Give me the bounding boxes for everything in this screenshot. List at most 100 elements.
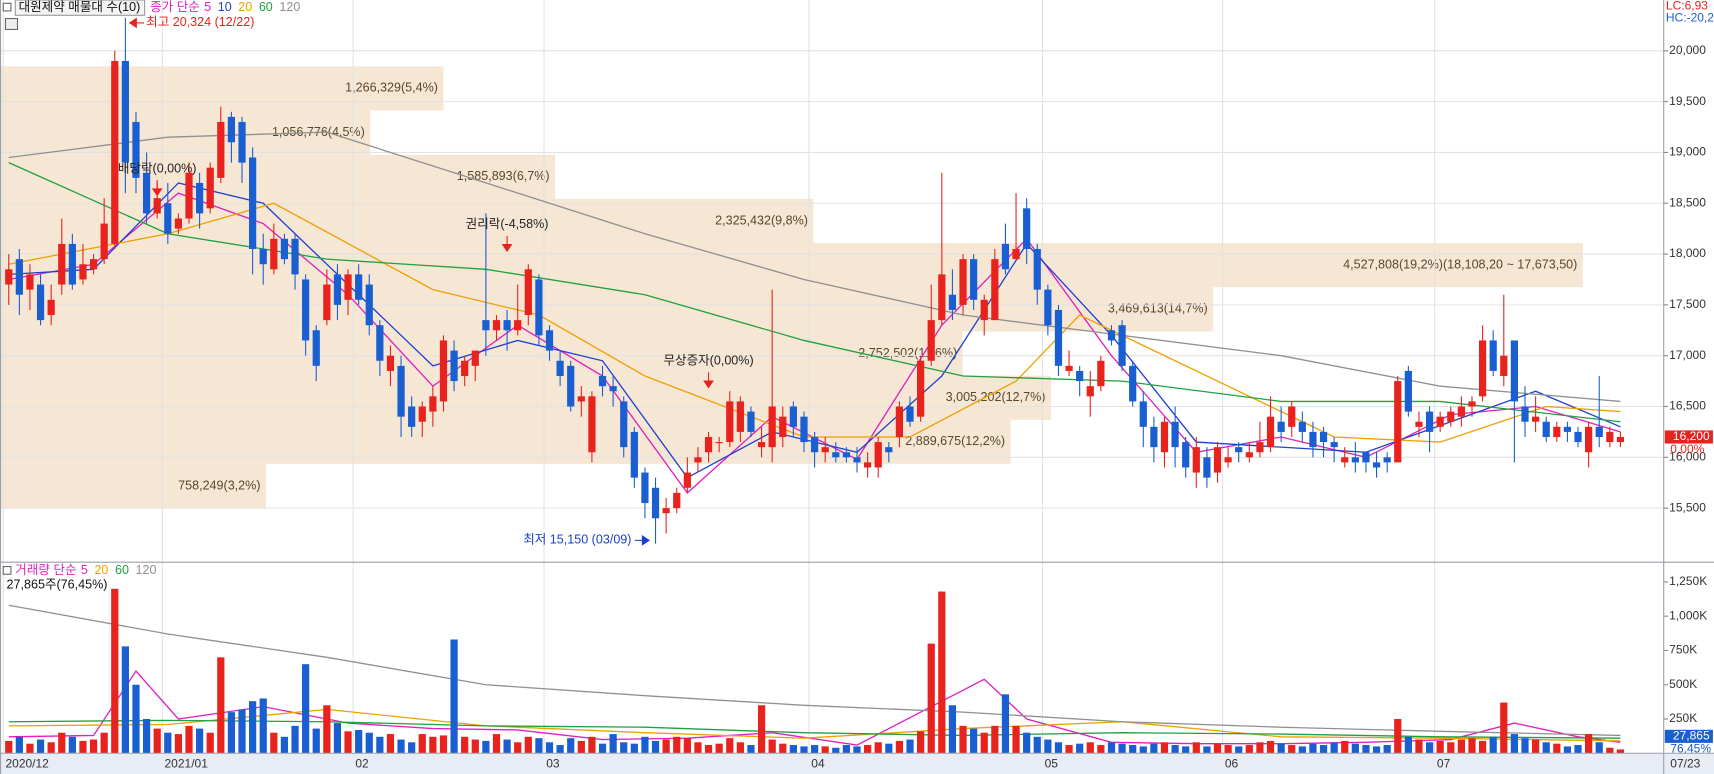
candle-body [779,416,787,437]
candle-body [1288,406,1296,427]
candle-body [492,320,501,331]
volume-bar [1351,743,1359,754]
x-tick-label: 2021/01 [165,756,209,770]
candle-body [26,274,34,290]
volume-bar [938,591,946,754]
candle-body [1054,309,1063,366]
candle-body [895,406,904,437]
volume-bar [1012,725,1020,754]
ma-line [8,131,1621,403]
candle-body [609,386,617,392]
candle-body [153,198,161,214]
volume-bar [641,736,649,754]
volume-bar [694,742,702,754]
volume-bar [185,725,193,754]
volume-bar [386,734,395,754]
candle-body [704,436,713,453]
candle-body [1521,406,1529,422]
candle-body [408,406,416,427]
candle-body [789,406,797,427]
legend-entry: 120 [136,563,157,577]
candle-body [641,472,649,504]
candle-body [620,401,628,448]
candle-body [1235,447,1243,453]
volume-bar [514,742,522,754]
candle-body [217,121,225,178]
volume-bar [1468,738,1476,754]
volume-bar [1076,743,1084,754]
candle-body [121,60,129,163]
volume-bar [1298,746,1306,754]
legend-icon [2,2,12,12]
volume-bar [1118,743,1126,754]
volume-bar [1531,739,1540,754]
volume-bar [280,736,289,754]
volume-bar [704,745,713,754]
volume-bar [545,742,554,754]
volume-bar [524,736,532,754]
volume-bar [991,725,999,754]
candle-body [1033,248,1041,290]
candle-body [715,442,723,444]
event-label: 권리락(-4,58%) [466,217,549,231]
candle-body [249,157,257,249]
candle-body [418,406,426,422]
indicator: HC:-20,2 [1666,11,1714,25]
last-price-box [1664,430,1713,444]
candle-body [970,259,978,300]
candle-body [36,284,45,321]
volume-bar [1404,736,1412,754]
candle-body [757,442,766,448]
candle-body [450,350,458,382]
volume-bar [980,732,988,754]
event-arrow [703,372,714,389]
candle-body [1500,355,1508,377]
candle-body [47,299,55,316]
ma-line [8,708,1621,742]
candle-body [1553,426,1561,437]
volume-bar [1224,745,1232,754]
volume-bar [556,745,564,754]
candle-body [938,274,946,321]
volume-bar [26,743,34,754]
volume-bar [333,723,342,754]
volume-bar [1182,746,1190,754]
x-tick-label: 04 [811,756,825,770]
candle-body [535,279,543,336]
candle-body [1362,452,1370,463]
y-tick-label: 16,500 [1669,399,1706,413]
volume-bar [1595,742,1603,754]
candle-body [1616,436,1625,443]
x-tick-label: 07/23 [1670,756,1700,770]
y-tick-label: 20,000 [1669,43,1706,57]
candle-body [927,320,935,361]
legend-entry: 20 [94,563,108,577]
volume-bar [853,746,861,754]
marks [5,17,1625,754]
profile-label: 1,585,893(6,7%) [457,169,550,183]
candle-body [1478,340,1487,397]
volume-bar [376,736,384,754]
volume-bar [164,732,172,754]
candle-body [100,223,108,260]
candle-body [174,218,183,229]
y-tick-label: 19,500 [1669,94,1706,108]
y-tick-label: 16,000 [1669,449,1706,463]
volume-bar [1415,739,1423,754]
y-tick-label: 18,500 [1669,195,1706,209]
volume-bar [577,740,585,754]
profile-band [1,375,1051,420]
candle-body [1182,442,1190,468]
volume-bar [1574,745,1582,754]
candle-body [1203,457,1211,478]
profile-label: 2,752,502(11,6%) [858,346,957,360]
candle-body [694,457,702,463]
candle-body [280,238,289,260]
candle-body [1531,416,1540,422]
x-tick-label: 05 [1045,756,1059,770]
volume-bar [715,743,723,754]
y-tick-label: 250K [1669,711,1697,725]
volume-bar [609,734,617,754]
